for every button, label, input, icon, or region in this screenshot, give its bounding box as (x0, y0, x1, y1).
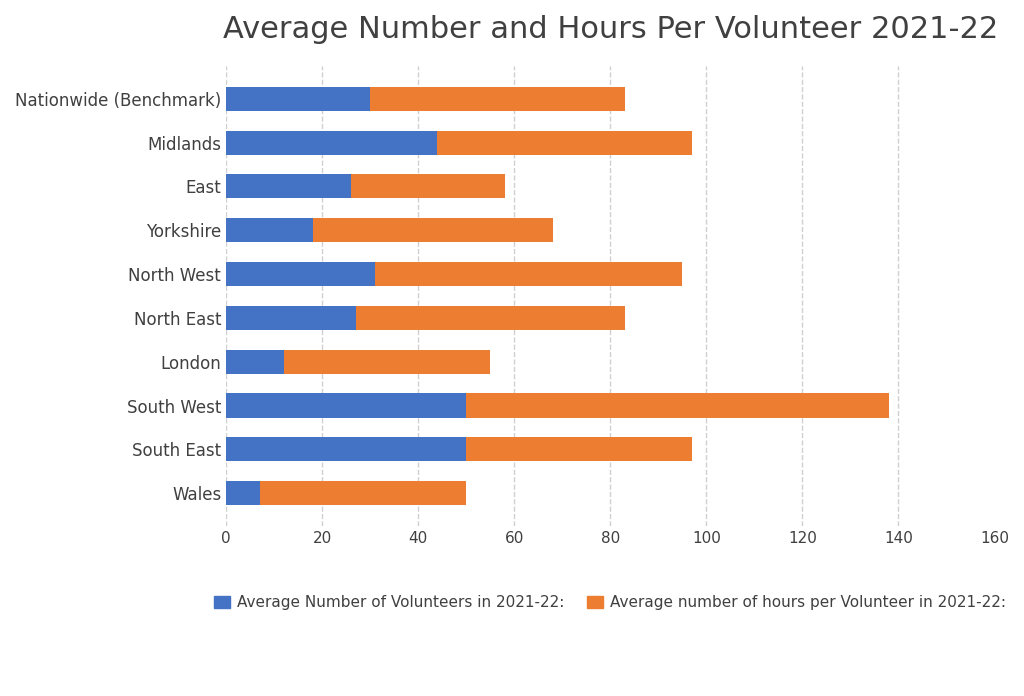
Bar (226, 481, 260, 505)
Bar (466, 393, 889, 418)
Bar (226, 218, 312, 242)
Bar (284, 349, 490, 374)
Bar (371, 87, 625, 111)
Bar (351, 175, 505, 198)
Bar (466, 437, 692, 461)
Bar (226, 175, 351, 198)
Bar (226, 306, 355, 330)
Legend: Average Number of Volunteers in 2021-22:, Average number of hours per Volunteer : Average Number of Volunteers in 2021-22:… (208, 589, 1013, 616)
Title: Average Number and Hours Per Volunteer 2021-22: Average Number and Hours Per Volunteer 2… (222, 15, 998, 44)
Bar (226, 87, 371, 111)
Bar (260, 481, 466, 505)
Bar (226, 262, 375, 286)
Bar (226, 349, 284, 374)
Bar (355, 306, 625, 330)
Bar (226, 131, 437, 155)
Bar (375, 262, 682, 286)
Bar (437, 131, 692, 155)
Bar (226, 393, 466, 418)
Bar (312, 218, 553, 242)
Bar (226, 437, 466, 461)
